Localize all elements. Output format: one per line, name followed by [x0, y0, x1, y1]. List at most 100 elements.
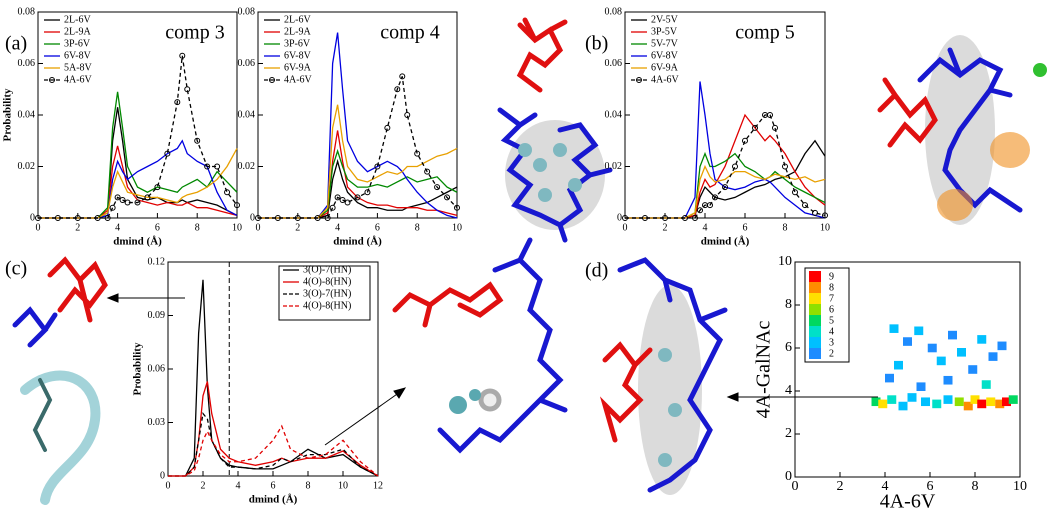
legend-label: 2L-6V: [284, 14, 311, 25]
series-marker: [274, 215, 281, 221]
series-line: [38, 139, 238, 219]
molecule-comp4: [497, 17, 613, 243]
heatmap-cell: [898, 401, 908, 411]
colorbar-label: 8: [829, 282, 834, 293]
x-tick-label: 2: [75, 222, 80, 233]
series-marker: [424, 168, 431, 175]
x-tick-label: 2: [295, 222, 300, 233]
x-tick-label: 0: [166, 480, 171, 491]
legend-label: 3(O)-7(HN): [303, 288, 351, 299]
series-marker: [742, 137, 748, 144]
series-marker: [35, 215, 41, 221]
series-marker: [329, 204, 336, 211]
legend-marker: [636, 77, 642, 83]
series-line: [258, 158, 458, 219]
y-tick-label: 0: [617, 212, 622, 223]
series-marker: [114, 194, 121, 201]
colorbar-label: 2: [829, 348, 834, 359]
x-tick-label: 0: [792, 479, 799, 494]
x-tick-label: 8: [972, 479, 979, 494]
colorbar-swatch: [809, 315, 821, 326]
x-tick-label: 6: [375, 222, 380, 233]
series-marker: [364, 189, 371, 196]
series-marker: [94, 215, 101, 221]
series-marker: [444, 194, 451, 201]
series-marker: [782, 163, 788, 170]
x-axis-label: 4A-6V: [880, 491, 936, 510]
y-tick-label: 0: [160, 470, 165, 481]
series-marker: [214, 163, 221, 170]
y-tick-label: 8: [785, 297, 792, 312]
x-tick-label: 6: [743, 222, 748, 233]
series-marker: [792, 189, 798, 196]
y-tick-label: 0.06: [238, 58, 256, 69]
legend-label: 3P-6V: [284, 38, 311, 49]
heatmap-cell: [943, 375, 953, 385]
y-axis-label: Probability: [132, 342, 144, 395]
series-marker: [179, 52, 186, 59]
heatmap-cell: [968, 365, 978, 374]
heatmap-cell: [907, 393, 917, 402]
heatmap-cell: [887, 395, 897, 404]
series-marker: [354, 194, 361, 201]
x-tick-label: 8: [415, 222, 420, 233]
series-marker: [752, 124, 758, 131]
series-marker: [334, 194, 341, 201]
series-marker: [194, 137, 201, 144]
heatmap-cell: [977, 399, 987, 409]
series-marker: [434, 184, 441, 191]
molecule-c-left: [12, 256, 108, 505]
series-line: [625, 164, 826, 219]
y-tick-label: 0.08: [605, 6, 623, 17]
x-tick-label: 4: [335, 222, 340, 233]
colorbar-label: 3: [829, 337, 834, 348]
colorbar-swatch: [809, 326, 821, 337]
legend-label: 6V-8V: [651, 50, 679, 61]
legend-label: 5A-8V: [64, 62, 93, 73]
heatmap-cell: [936, 356, 946, 366]
colorbar-label: 5: [829, 315, 834, 326]
colorbar-swatch: [809, 348, 821, 359]
x-axis-label: dmind (Å): [249, 494, 298, 506]
series-marker: [204, 163, 211, 170]
series-line: [38, 148, 238, 219]
series-line: [625, 114, 826, 219]
colorbar-swatch: [809, 271, 821, 282]
x-tick-label: 6: [927, 479, 934, 494]
heatmap-cell: [954, 397, 964, 407]
series-line: [625, 151, 826, 219]
series-marker: [124, 199, 131, 206]
legend-label: 4A-6V: [284, 74, 313, 85]
colorbar-swatch: [809, 304, 821, 315]
heatmap-cell: [916, 382, 926, 391]
molecule-d: [599, 257, 728, 495]
series-line: [38, 107, 238, 219]
heatmap-cell: [903, 337, 912, 346]
y-tick-label: 0.04: [238, 109, 256, 120]
y-tick-label: 4: [785, 383, 792, 398]
x-tick-label: 10: [820, 222, 830, 233]
heatmap-cell: [963, 401, 973, 411]
legend-label: 2L-9A: [284, 26, 311, 37]
panel-label: (d): [585, 260, 608, 282]
series-marker: [767, 112, 773, 118]
colorbar-label: 4: [829, 326, 834, 337]
chart-title: comp 5: [735, 22, 794, 44]
colorbar-label: 6: [829, 304, 834, 315]
series-line: [38, 91, 238, 219]
series-marker: [399, 73, 406, 80]
series-line: [625, 81, 826, 219]
y-tick-label: 0.06: [148, 363, 166, 374]
legend-label: 6V-8V: [64, 50, 92, 61]
y-tick-label: 0.02: [18, 161, 36, 172]
series-line: [38, 145, 238, 219]
series-marker: [224, 189, 231, 196]
heatmap-cell: [914, 326, 924, 336]
series-marker: [394, 86, 401, 93]
y-tick-label: 0.04: [605, 109, 623, 120]
x-tick-label: 0: [36, 222, 41, 233]
series-marker: [722, 184, 728, 191]
legend-label: 6V-8V: [284, 50, 312, 61]
series-marker: [104, 215, 111, 221]
